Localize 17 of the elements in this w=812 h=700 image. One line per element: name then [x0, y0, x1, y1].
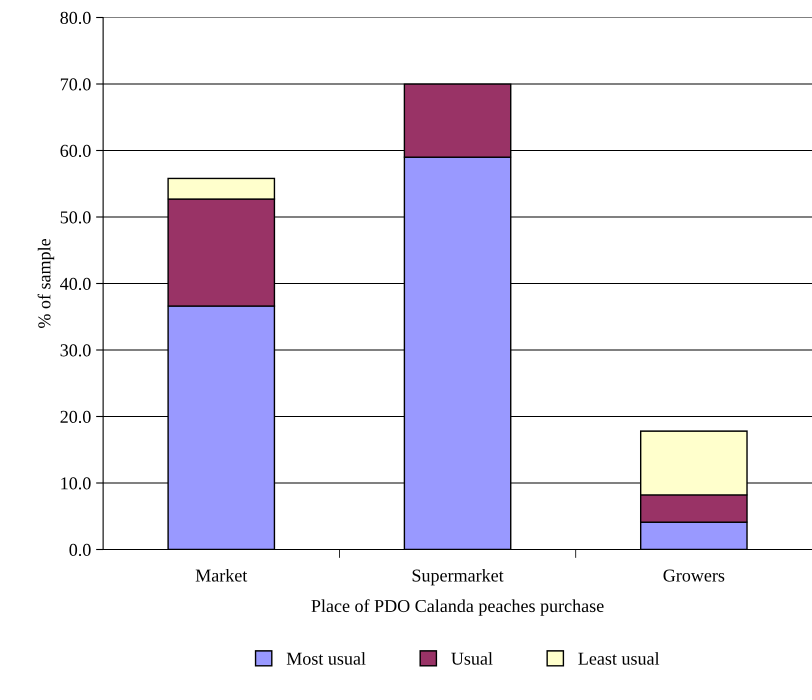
y-tick-label: 70.0	[60, 78, 91, 91]
legend-label: Least usual	[578, 652, 660, 665]
legend-label: Most usual	[286, 652, 366, 665]
y-axis-title: % of sample	[38, 239, 54, 328]
y-tick-label: 20.0	[60, 410, 91, 424]
y-tick-label: 30.0	[60, 344, 91, 357]
y-tick-label: 50.0	[60, 211, 91, 224]
x-axis-title: Place of PDO Calanda peaches purchase	[311, 599, 604, 616]
y-tick-label: 60.0	[60, 144, 91, 158]
y-tick-label: 80.0	[60, 12, 91, 24]
y-tick-label: 0.0	[69, 544, 91, 556]
y-tick-label: 40.0	[60, 278, 91, 290]
y-tick-label: 10.0	[61, 477, 91, 490]
x-tick-label: Market	[196, 568, 248, 582]
legend-label: Usual	[451, 652, 493, 665]
x-tick-label: Supermarket	[412, 568, 504, 586]
x-tick-label: Growers	[664, 570, 724, 582]
